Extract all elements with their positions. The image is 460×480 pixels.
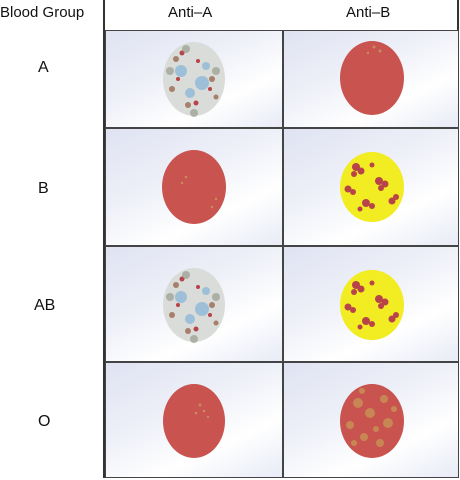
drop-yellow [340, 270, 404, 340]
header-blood-group: Blood Group [0, 4, 85, 21]
cell-a-anti-b [283, 30, 459, 128]
row-label-a: A [38, 59, 49, 76]
drop-red [163, 384, 225, 458]
row-label-o: O [38, 413, 51, 430]
drop-agglutinated [163, 42, 225, 117]
row-label-ab: AB [34, 297, 56, 314]
cell-b-anti-b [283, 128, 459, 246]
drop-yellow [340, 152, 404, 222]
drop-red [340, 41, 404, 115]
header-anti-b: Anti–B [346, 4, 391, 21]
cell-b-anti-a [105, 128, 283, 246]
row-label-b: B [38, 180, 49, 197]
drop-red [162, 150, 226, 224]
header-anti-a: Anti–A [168, 4, 213, 21]
cell-o-anti-b [283, 362, 459, 478]
cell-ab-anti-b [283, 246, 459, 362]
drop-speckled [340, 384, 404, 458]
drop-agglutinated [163, 268, 225, 343]
cell-a-anti-a [105, 30, 283, 128]
results-grid [103, 0, 459, 478]
cell-o-anti-a [105, 362, 283, 478]
cell-ab-anti-a [105, 246, 283, 362]
